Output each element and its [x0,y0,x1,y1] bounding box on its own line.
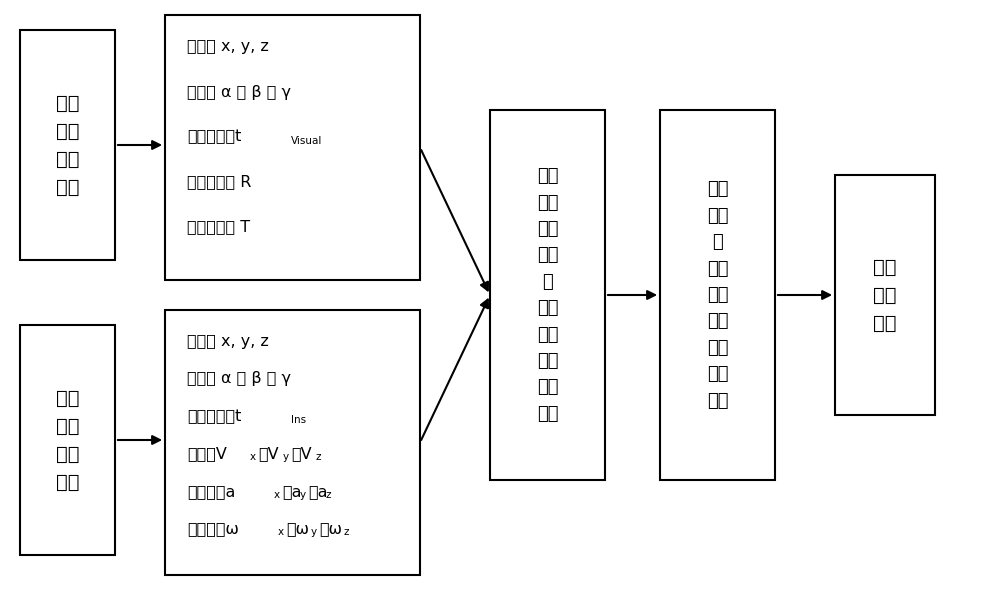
Text: ，V: ，V [258,446,279,461]
Text: 位置： x, y, z: 位置： x, y, z [187,39,269,55]
Text: Visual: Visual [291,135,322,145]
Text: x: x [278,527,284,537]
Text: 姿态： α ， β ， γ: 姿态： α ， β ， γ [187,371,291,386]
Text: 单目
视觉
与
光纤
惯导
组合
定位
算法
实现: 单目 视觉 与 光纤 惯导 组合 定位 算法 实现 [707,180,728,409]
Bar [835,175,935,415]
Text: 姿态： α ， β ， γ: 姿态： α ， β ， γ [187,84,291,100]
Bar [490,110,605,480]
Text: 平移向量： T: 平移向量： T [187,220,250,234]
Bar [20,325,115,555]
Text: 角速度：ω: 角速度：ω [187,521,239,536]
Text: ，a: ，a [308,484,328,499]
Text: 单目
视觉
测量
模块: 单目 视觉 测量 模块 [56,94,79,197]
Text: 加速度：a: 加速度：a [187,484,235,499]
Text: z: z [326,489,332,499]
Text: z: z [316,452,322,462]
Text: ，ω: ，ω [286,521,309,536]
Text: ，V: ，V [291,446,312,461]
Text: 速度：V: 速度：V [187,446,227,461]
Text: z: z [344,527,350,537]
Text: y: y [311,527,317,537]
Text: 采样时间：t: 采样时间：t [187,130,241,144]
Text: 单目
视觉
定位
数据
与
光纤
惯导
定位
数据
对准: 单目 视觉 定位 数据 与 光纤 惯导 定位 数据 对准 [537,167,558,423]
Bar [660,110,775,480]
Text: x: x [250,452,256,462]
Text: ，a: ，a [282,484,302,499]
Text: Ins: Ins [291,415,306,425]
Text: y: y [300,489,306,499]
Text: x: x [274,489,280,499]
Text: ，ω: ，ω [319,521,342,536]
Text: 旋转矩阵： R: 旋转矩阵： R [187,174,251,190]
Bar [165,310,420,575]
Text: y: y [283,452,289,462]
Bar [20,30,115,260]
Bar [165,15,420,280]
Text: 位置： x, y, z: 位置： x, y, z [187,334,269,349]
Text: 采样时间：t: 采样时间：t [187,409,241,423]
Text: 位置
姿态
参数: 位置 姿态 参数 [873,257,897,333]
Text: 光纤
惯导
自主
定位: 光纤 惯导 自主 定位 [56,389,79,491]
